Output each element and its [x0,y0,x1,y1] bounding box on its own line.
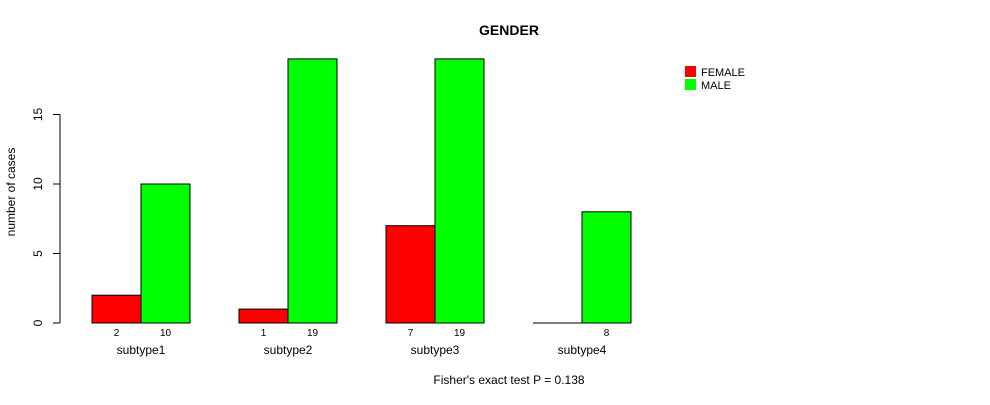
y-tick-label: 5 [31,250,45,257]
bar-count-label: 8 [604,328,610,339]
bar-male-subtype3 [434,58,485,324]
y-tick-label: 10 [31,177,45,191]
bar-male-subtype1 [140,183,191,324]
y-tick-label: 0 [31,319,45,326]
category-label-subtype4: subtype4 [558,343,607,357]
category-labels: subtype1 subtype2 subtype3 subtype4 [117,343,607,357]
bar-count-label: 2 [114,328,120,339]
bar-female-subtype2 [238,308,289,324]
category-label-subtype1: subtype1 [117,343,166,357]
bars [91,58,632,324]
legend-swatch-female [685,66,696,77]
count-labels: 2 10 1 19 7 19 8 [114,328,610,339]
bar-count-label: 19 [307,328,319,339]
y-axis: 0 5 10 15 [31,108,61,326]
bar-count-label: 1 [261,328,267,339]
y-axis-label: number of cases [4,148,18,237]
chart-title: GENDER [479,22,539,38]
category-label-subtype2: subtype2 [264,343,313,357]
bar-female-subtype3 [385,225,436,324]
bar-male-subtype2 [287,58,338,324]
legend-label-female: FEMALE [701,67,745,79]
bar-female-subtype1 [91,294,142,324]
bar-male-subtype4 [581,211,632,324]
bar-count-label: 19 [454,328,466,339]
category-label-subtype3: subtype3 [411,343,460,357]
bar-count-label: 10 [160,328,172,339]
legend-label-male: MALE [701,80,731,92]
fisher-test-footnote: Fisher's exact test P = 0.138 [433,373,584,387]
y-tick-label: 15 [31,108,45,122]
bar-count-label: 7 [408,328,414,339]
legend-swatch-male [685,79,696,90]
